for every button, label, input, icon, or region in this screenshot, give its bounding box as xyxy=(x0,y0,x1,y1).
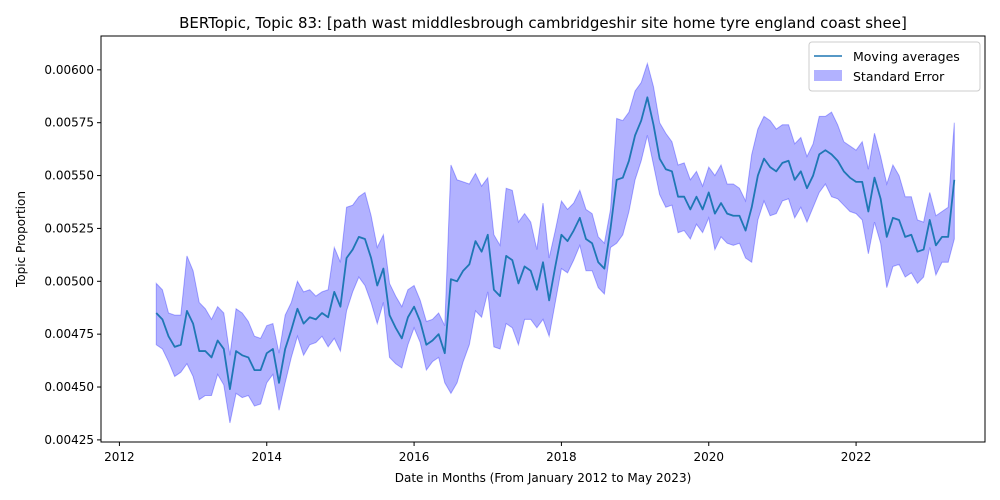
y-axis-label: Topic Proportion xyxy=(14,191,28,288)
y-tick-label: 0.00600 xyxy=(44,63,94,77)
line-layer xyxy=(155,96,956,391)
standard-error-band xyxy=(155,61,955,424)
x-tick-label: 2022 xyxy=(841,450,872,464)
legend-label-moving-averages: Moving averages xyxy=(853,49,960,64)
legend-box xyxy=(808,41,981,92)
y-tick-label: 0.00550 xyxy=(44,169,94,183)
x-tick-label: 2016 xyxy=(399,450,430,464)
y-tick-label: 0.00500 xyxy=(44,274,94,288)
y-tick-label: 0.00575 xyxy=(44,116,94,130)
plot-frame xyxy=(100,35,986,443)
x-tick-label: 2014 xyxy=(251,450,282,464)
x-tick-label: 2018 xyxy=(546,450,577,464)
legend: Moving averages Standard Error xyxy=(808,41,981,92)
band-layer xyxy=(155,61,955,424)
legend-label-standard-error: Standard Error xyxy=(853,69,945,84)
x-tick-label: 2012 xyxy=(104,450,135,464)
y-tick-label: 0.00425 xyxy=(44,433,94,447)
x-ticks: 2012 2014 2016 2018 2020 2022 xyxy=(104,442,871,464)
y-ticks: 0.00425 0.00450 0.00475 0.00500 0.00525 0.005… xyxy=(44,63,101,447)
y-tick-label: 0.00475 xyxy=(44,327,94,341)
y-tick-label: 0.00525 xyxy=(44,221,94,235)
moving-average-line xyxy=(155,96,956,391)
legend-band-swatch xyxy=(814,70,842,81)
y-tick-label: 0.00450 xyxy=(44,380,94,394)
x-axis-label: Date in Months (From January 2012 to May… xyxy=(395,471,692,485)
x-tick-label: 2020 xyxy=(693,450,724,464)
chart-title: BERTopic, Topic 83: [path wast middlesbr… xyxy=(179,14,907,32)
